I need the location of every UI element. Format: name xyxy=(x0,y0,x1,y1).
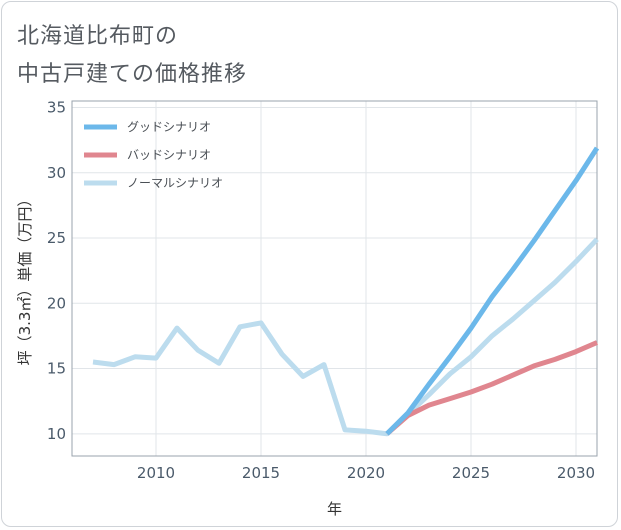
series-line-1 xyxy=(385,340,598,436)
x-tick-label: 2010 xyxy=(137,464,175,482)
y-tick-label: 15 xyxy=(47,360,66,378)
legend-label: ノーマルシナリオ xyxy=(127,176,223,190)
y-tick-label: 20 xyxy=(47,294,66,312)
chart-title-line-1: 北海道比布町の xyxy=(17,24,179,49)
series-line-0 xyxy=(385,146,600,436)
y-tick-label: 10 xyxy=(47,425,66,443)
y-tick-label: 35 xyxy=(47,99,66,117)
x-tick-label: 2025 xyxy=(452,464,490,482)
x-tick-label: 2030 xyxy=(557,464,595,482)
x-tick-label: 2015 xyxy=(242,464,280,482)
chart-title-line-2: 中古戸建ての価格推移 xyxy=(17,62,248,87)
y-tick-labels: 10 15 20 25 30 35 xyxy=(47,99,66,443)
y-axis-label: 坪（3.3㎡）単価（万円） xyxy=(16,192,34,366)
x-axis-label: 年 xyxy=(327,500,342,518)
y-tick-label: 30 xyxy=(47,164,66,182)
series-line-2 xyxy=(92,237,599,437)
grid xyxy=(72,101,597,456)
legend-label: グッドシナリオ xyxy=(127,120,211,134)
x-tick-label: 2020 xyxy=(347,464,385,482)
x-tick-labels: 2010 2015 2020 2025 2030 xyxy=(137,464,595,482)
plot-frame xyxy=(71,100,598,457)
series-lines xyxy=(92,146,600,437)
legend-label: バッドシナリオ xyxy=(127,148,211,162)
y-tick-label: 25 xyxy=(47,229,66,247)
